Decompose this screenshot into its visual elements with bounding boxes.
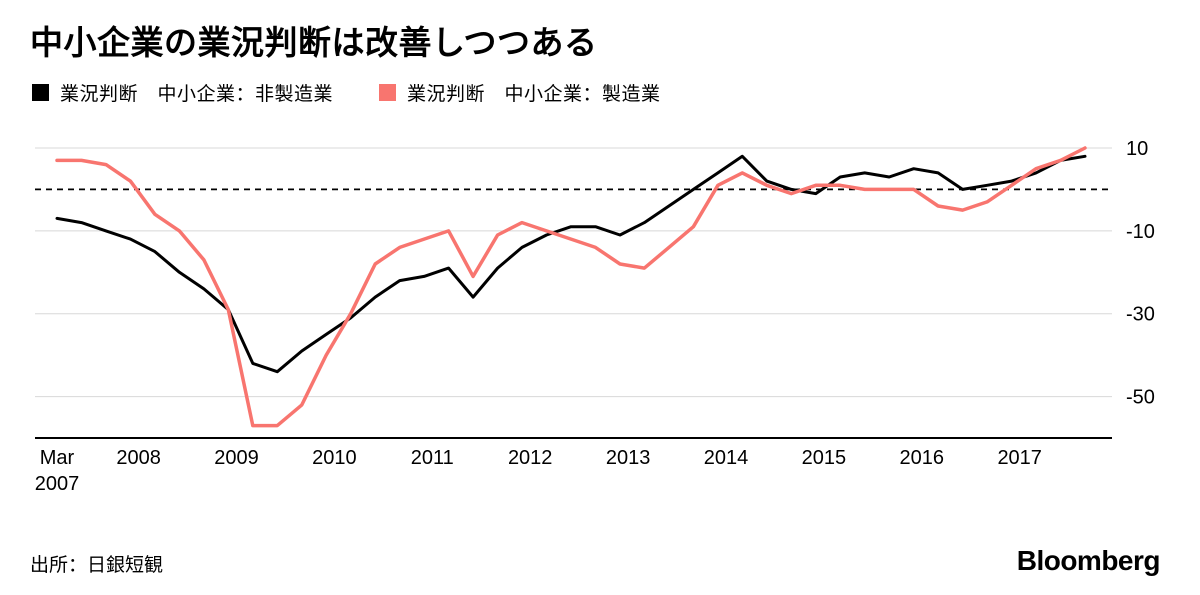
y-tick-labels: 10 -10 -30 -50 (1126, 138, 1155, 409)
x-tick-label: 2013 (606, 447, 651, 469)
chart-svg: 10 -10 -30 -50 Mar 2007 2008 2009 2010 2011 2012 2… (35, 138, 1155, 495)
y-tick-label: -30 (1126, 304, 1155, 326)
x-tick-label: 2010 (312, 447, 357, 469)
series-lines (55, 146, 1087, 428)
x-tick-label: 2011 (411, 447, 454, 469)
chart-area: 10 -10 -30 -50 Mar 2007 2008 2009 2010 2011 2012 2… (0, 134, 1200, 514)
page-title: 中小企業の業況判断は改善しつつある (30, 24, 598, 61)
x-tick-label: 2014 (704, 447, 749, 469)
legend: 業況判断 中小企業：非製造業 業況判断 中小企業：製造業 (0, 62, 1200, 106)
x-tick-label: Mar 2007 (35, 447, 80, 495)
y-tick-label: -10 (1126, 221, 1155, 243)
x-tick-label: 2015 (802, 447, 847, 469)
legend-swatch-nonmanufacturing (32, 84, 49, 102)
gridlines (35, 147, 1112, 398)
source-note: 出所：日銀短観 (30, 555, 164, 576)
x-tick-labels: Mar 2007 2008 2009 2010 2011 2012 2013 2014 2015 2… (35, 447, 1042, 495)
x-tick-label: 2009 (214, 447, 259, 469)
legend-swatch-manufacturing (379, 84, 397, 102)
y-tick-label: 10 (1126, 138, 1148, 160)
x-tick-label: 2016 (900, 447, 945, 469)
x-tick-label: 2017 (997, 447, 1042, 469)
y-tick-label: -50 (1126, 387, 1155, 409)
legend-item-manufacturing: 業況判断 中小企業：製造業 (379, 79, 661, 106)
bloomberg-logo: Bloomberg (1016, 545, 1161, 576)
legend-item-nonmanufacturing: 業況判断 中小企業：非製造業 (32, 79, 333, 106)
x-tick-label: 2008 (116, 447, 161, 469)
series-line-1 (55, 146, 1087, 428)
x-tick-label: 2012 (508, 447, 553, 469)
legend-label-nonmanufacturing: 業況判断 中小企業：非製造業 (60, 84, 334, 106)
legend-label-manufacturing: 業況判断 中小企業：製造業 (407, 84, 661, 106)
footer: 出所：日銀短観 Bloomberg (0, 545, 1200, 577)
